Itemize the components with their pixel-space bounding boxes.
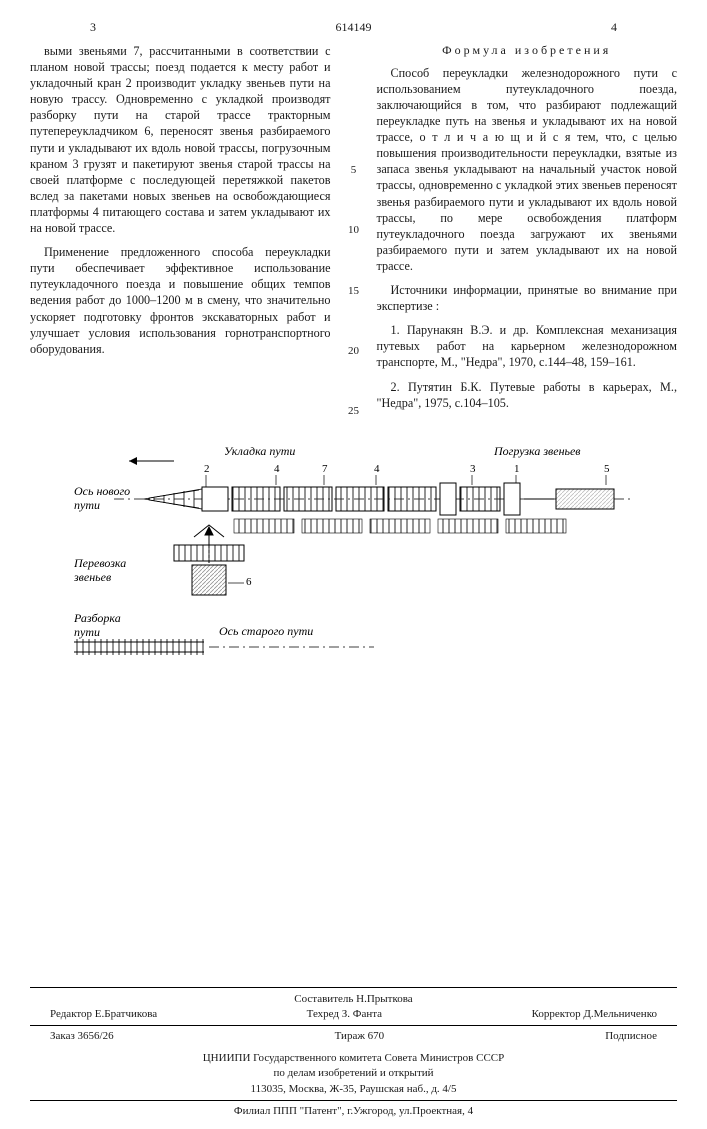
line-num: 15 [348, 284, 359, 299]
source-2: 2. Путятин Б.К. Путевые работы в карьера… [377, 379, 678, 411]
label-os-novogo: Ось нового [74, 484, 130, 498]
label-ukladka: Укладка пути [224, 444, 295, 458]
left-p1: выми звеньями 7, рассчитанными в соответ… [30, 43, 331, 236]
page-num-left: 3 [90, 20, 96, 35]
org-line2: по делам изобретений и открытий [30, 1066, 677, 1081]
line-num: 25 [348, 404, 359, 419]
label-zveniev: звеньев [74, 570, 111, 584]
diagram-num-6: 6 [246, 576, 252, 588]
tractor-relayer-icon [174, 525, 244, 595]
diagram-num-4a: 4 [274, 463, 280, 475]
track-diagram: Укладка пути Погрузка звеньев 2 4 7 4 3 … [74, 437, 634, 667]
diagram-num-5: 5 [604, 463, 610, 475]
page: 3 614149 4 выми звеньями 7, рассчитанным… [0, 0, 707, 1129]
label-razborka: Разборка [74, 611, 121, 625]
line-num: 5 [351, 163, 357, 178]
diagram-num-3: 3 [470, 463, 476, 475]
corrector: Корректор Д.Мельниченко [532, 1007, 657, 1022]
line-num: 20 [348, 344, 359, 359]
compiler-line: Составитель Н.Прыткова [30, 992, 677, 1007]
text-columns: выми звеньями 7, рассчитанными в соответ… [30, 43, 677, 419]
diagram-container: Укладка пути Погрузка звеньев 2 4 7 4 3 … [30, 437, 677, 667]
crane-boom-icon [144, 489, 202, 509]
editor: Редактор Е.Братчикова [50, 1007, 157, 1022]
label-perevozka: Перевозка [74, 556, 126, 570]
page-header: 3 614149 4 [30, 20, 677, 35]
tirage: Тираж 670 [335, 1029, 385, 1044]
order: Заказ 3656/26 [50, 1029, 114, 1044]
sub: Подписное [605, 1029, 657, 1044]
label-os-starogo: Ось старого пути [219, 624, 313, 638]
line-number-gutter: 5 10 15 20 25 [345, 43, 363, 419]
right-column: Формула изобретения Способ переукладки ж… [377, 43, 678, 419]
label-puti1: пути [74, 498, 100, 512]
label-pogruzka: Погрузка звеньев [493, 444, 581, 458]
techred: Техред З. Фанта [307, 1007, 382, 1022]
line-num: 10 [348, 223, 359, 238]
org-block: ЦНИИПИ Государственного комитета Совета … [30, 1051, 677, 1101]
patent-number: 614149 [336, 20, 372, 35]
diagram-num-1: 1 [514, 463, 520, 475]
order-row: Заказ 3656/26 Тираж 670 Подписное [30, 1029, 677, 1047]
addr1: 113035, Москва, Ж-35, Раушская наб., д. … [30, 1082, 677, 1097]
right-p1: Способ переукладки железнодорожного пути… [377, 65, 678, 274]
page-num-right: 4 [611, 20, 617, 35]
old-track-icon [74, 639, 204, 655]
left-column: выми звеньями 7, рассчитанными в соответ… [30, 43, 331, 419]
filial: Филиал ППП "Патент", г.Ужгород, ул.Проек… [30, 1104, 677, 1119]
stacked-links-icon [234, 519, 566, 533]
diagram-num-2: 2 [204, 463, 210, 475]
formula-title: Формула изобретения [377, 43, 678, 59]
editorial-row: Редактор Е.Братчикова Техред З. Фанта Ко… [30, 1007, 677, 1026]
org-line1: ЦНИИПИ Государственного комитета Совета … [30, 1051, 677, 1066]
diagram-num-4b: 4 [374, 463, 380, 475]
label-puti2: пути [74, 625, 100, 639]
train-icon [202, 483, 614, 515]
diagram-num-7: 7 [322, 463, 328, 475]
sources-title: Источники информации, принятые во вниман… [377, 282, 678, 314]
imprint-footer: Составитель Н.Прыткова Редактор Е.Братчи… [30, 987, 677, 1120]
left-p2: Применение предложенного способа переукл… [30, 244, 331, 357]
source-1: 1. Парунакян В.Э. и др. Комплексная меха… [377, 322, 678, 370]
